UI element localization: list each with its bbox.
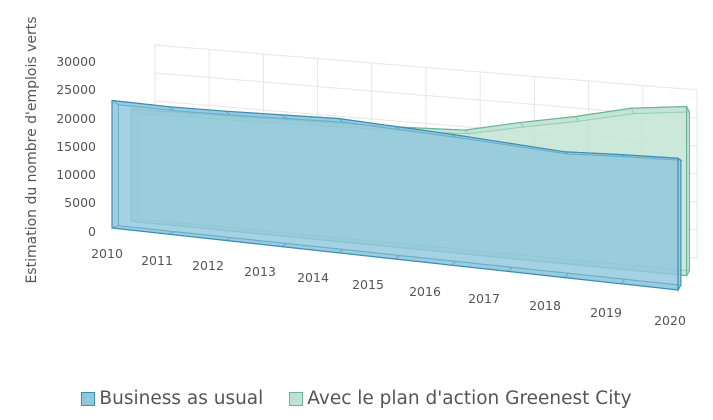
x-tick-2013: 2013: [244, 264, 276, 279]
series-areas: [111, 99, 691, 292]
legend-label-greenest-city: Avec le plan d'action Greenest City: [307, 388, 632, 409]
x-tick-2019: 2019: [590, 305, 622, 320]
y-tick-30000: 30000: [56, 54, 96, 69]
y-tick-labels: 0 5000 10000 15000 20000 25000 30000: [56, 54, 96, 239]
legend-item-greenest-city[interactable]: Avec le plan d'action Greenest City: [289, 388, 632, 409]
x-tick-labels: 2010 2011 2012 2013 2014 2015 2016 2017 2018 2019…: [91, 246, 686, 328]
x-tick-2017: 2017: [468, 291, 500, 306]
x-tick-2011: 2011: [141, 253, 173, 268]
x-tick-2020: 2020: [654, 313, 686, 328]
x-tick-2018: 2018: [529, 298, 561, 313]
y-tick-15000: 15000: [56, 139, 96, 154]
y-axis-title: Estimation du nombre d'emplois verts: [24, 16, 40, 283]
series-0: [111, 99, 683, 292]
y-tick-5000: 5000: [64, 195, 96, 210]
x-tick-2012: 2012: [192, 258, 224, 273]
legend-swatch-business-as-usual: [81, 391, 96, 406]
y-tick-20000: 20000: [56, 111, 96, 126]
legend-label-business-as-usual: Business as usual: [99, 388, 264, 409]
legend-swatch-greenest-city: [289, 391, 304, 406]
legend-item-business-as-usual[interactable]: Business as usual: [81, 388, 263, 409]
x-tick-2014: 2014: [297, 270, 329, 285]
x-tick-2010: 2010: [91, 246, 123, 261]
y-tick-0: 0: [88, 224, 96, 239]
x-tick-2016: 2016: [409, 284, 441, 299]
legend: Business as usual Avec le plan d'action …: [0, 388, 713, 409]
series-front-face-0: [111, 99, 679, 291]
y-tick-25000: 25000: [56, 82, 96, 97]
x-tick-2015: 2015: [352, 277, 384, 292]
y-tick-10000: 10000: [56, 167, 96, 182]
